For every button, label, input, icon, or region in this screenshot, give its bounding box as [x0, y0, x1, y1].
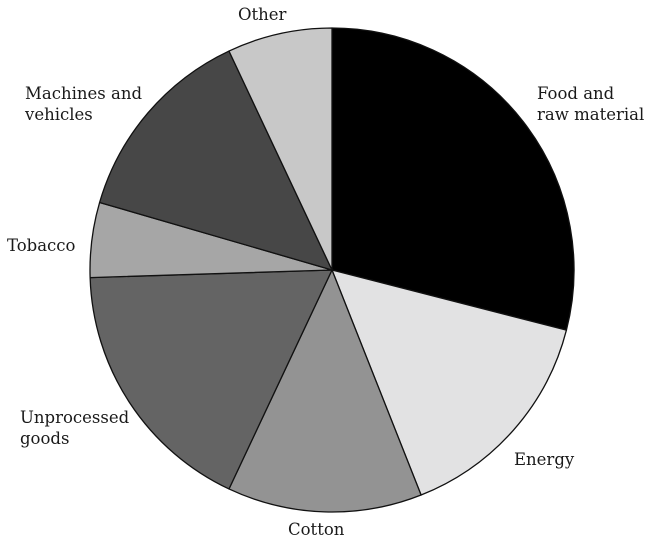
- slice-label-cotton: Cotton: [288, 520, 345, 539]
- slice-label-line: goods: [20, 429, 69, 448]
- slice-label-line: Tobacco: [7, 236, 76, 255]
- slice-label-line: Machines and: [25, 84, 142, 103]
- slice-label-line: vehicles: [24, 105, 93, 124]
- pie-slice-food-and-raw-materials: [331, 27, 575, 331]
- slice-label-line: Other: [238, 5, 287, 24]
- slice-label-line: Cotton: [288, 520, 345, 539]
- slice-label-line: raw materials: [537, 105, 645, 124]
- slice-label-line: Energy: [514, 450, 575, 469]
- slice-label-food-and-raw-materials: Food and raw materials: [537, 84, 645, 124]
- pie-slice-machines-and-vehicles: [98, 50, 333, 271]
- pie-slice-energy: [331, 269, 568, 496]
- slice-label-energy: Energy: [514, 450, 575, 469]
- slice-label-tobacco: Tobacco: [7, 236, 76, 255]
- slice-label-line: Food and: [537, 84, 615, 103]
- pie-slice-unprocessed-goods: [89, 269, 333, 490]
- pie-slices: [89, 27, 575, 513]
- slice-label-machines-and-vehicles: Machines and vehicles: [24, 84, 142, 124]
- slice-label-unprocessed-goods: Unprocessed goods: [20, 408, 130, 448]
- slice-label-other: Other: [238, 5, 287, 24]
- pie-slice-cotton: [228, 269, 422, 513]
- pie-slice-other: [228, 27, 333, 271]
- slice-label-line: Unprocessed: [20, 408, 130, 427]
- pie-labels: Food and raw materials Energy Cotton Unproce…: [7, 5, 645, 539]
